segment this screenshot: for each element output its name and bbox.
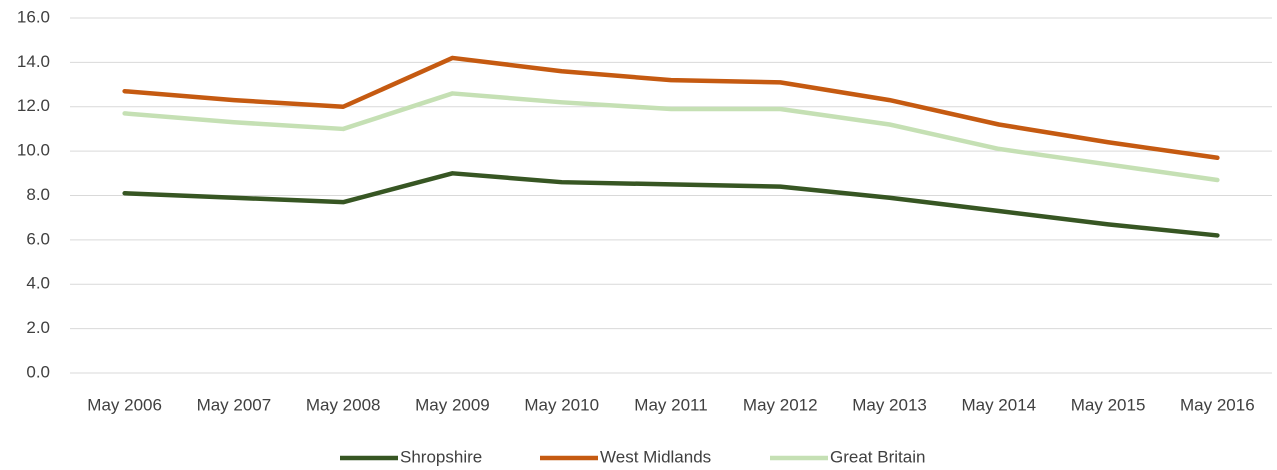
series-line xyxy=(122,171,1220,238)
x-tick-label: May 2016 xyxy=(1180,395,1255,414)
series-line xyxy=(122,55,1220,161)
y-tick-label: 10.0 xyxy=(17,141,50,160)
x-tick-label: May 2008 xyxy=(306,395,381,414)
y-tick-label: 4.0 xyxy=(26,274,50,293)
y-tick-label: 12.0 xyxy=(17,96,50,115)
legend-label: Shropshire xyxy=(400,447,482,466)
y-tick-label: 8.0 xyxy=(26,185,50,204)
x-tick-label: May 2013 xyxy=(852,395,927,414)
legend-label: Great Britain xyxy=(830,447,925,466)
x-tick-label: May 2010 xyxy=(524,395,599,414)
x-tick-label: May 2011 xyxy=(634,395,707,414)
y-tick-label: 16.0 xyxy=(17,7,50,26)
x-tick-label: May 2009 xyxy=(415,395,490,414)
legend-label: West Midlands xyxy=(600,447,711,466)
series-line xyxy=(122,91,1220,183)
x-tick-label: May 2007 xyxy=(197,395,272,414)
x-tick-label: May 2015 xyxy=(1071,395,1146,414)
y-tick-label: 6.0 xyxy=(26,229,50,248)
y-tick-label: 0.0 xyxy=(26,362,50,381)
x-tick-label: May 2006 xyxy=(87,395,162,414)
y-tick-label: 2.0 xyxy=(26,318,50,337)
x-tick-label: May 2012 xyxy=(743,395,818,414)
y-tick-label: 14.0 xyxy=(17,52,50,71)
x-tick-label: May 2014 xyxy=(961,395,1036,414)
